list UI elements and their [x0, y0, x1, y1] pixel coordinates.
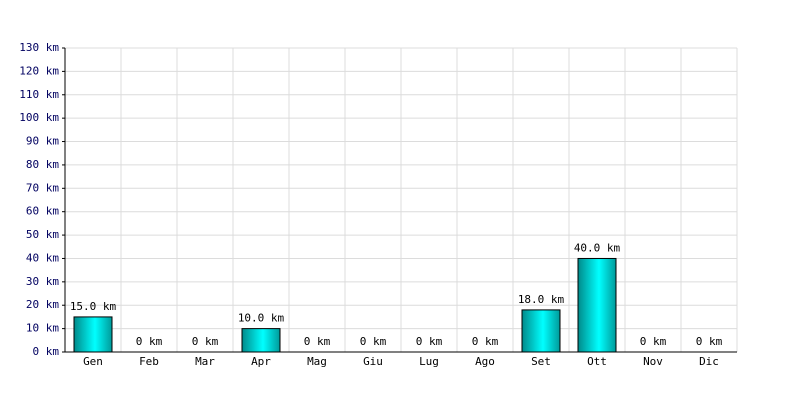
- x-tick-label: Feb: [139, 355, 159, 368]
- x-tick-label: Ago: [475, 355, 495, 368]
- bar: [521, 309, 561, 353]
- x-tick-label: Apr: [251, 355, 271, 368]
- bar: [241, 328, 281, 353]
- x-tick-label: Nov: [643, 355, 663, 368]
- y-tick-label: 70 km: [26, 181, 59, 194]
- y-tick-label: 80 km: [26, 158, 59, 171]
- bar: [577, 257, 617, 353]
- y-tick-label: 100 km: [19, 111, 59, 124]
- x-tick-label: Lug: [419, 355, 439, 368]
- y-tick-label: 60 km: [26, 205, 59, 218]
- y-tick-label: 120 km: [19, 64, 59, 77]
- value-label: 0 km: [136, 335, 163, 348]
- value-label: 10.0 km: [238, 312, 285, 325]
- value-label: 0 km: [360, 335, 387, 348]
- value-label: 18.0 km: [518, 293, 565, 306]
- x-tick-label: Ott: [587, 355, 607, 368]
- value-label: 0 km: [192, 335, 219, 348]
- y-tick-label: 20 km: [26, 298, 59, 311]
- value-label: 0 km: [696, 335, 723, 348]
- y-tick-label: 130 km: [19, 41, 59, 54]
- x-tick-label: Mag: [307, 355, 327, 368]
- y-tick-label: 110 km: [19, 88, 59, 101]
- x-tick-label: Set: [531, 355, 551, 368]
- value-label: 0 km: [304, 335, 331, 348]
- value-label: 15.0 km: [70, 300, 117, 313]
- value-label: 0 km: [472, 335, 499, 348]
- value-label: 0 km: [416, 335, 443, 348]
- y-tick-label: 0 km: [33, 345, 60, 358]
- x-tick-label: Mar: [195, 355, 215, 368]
- y-tick-label: 50 km: [26, 228, 59, 241]
- value-label: 40.0 km: [574, 241, 621, 254]
- x-tick-label: Gen: [83, 355, 103, 368]
- x-tick-label: Dic: [699, 355, 719, 368]
- y-tick-label: 90 km: [26, 135, 59, 148]
- value-label: 0 km: [640, 335, 667, 348]
- y-tick-label: 30 km: [26, 275, 59, 288]
- bar: [73, 316, 113, 353]
- x-tick-label: Giu: [363, 355, 383, 368]
- y-tick-label: 10 km: [26, 322, 59, 335]
- y-tick-label: 40 km: [26, 251, 59, 264]
